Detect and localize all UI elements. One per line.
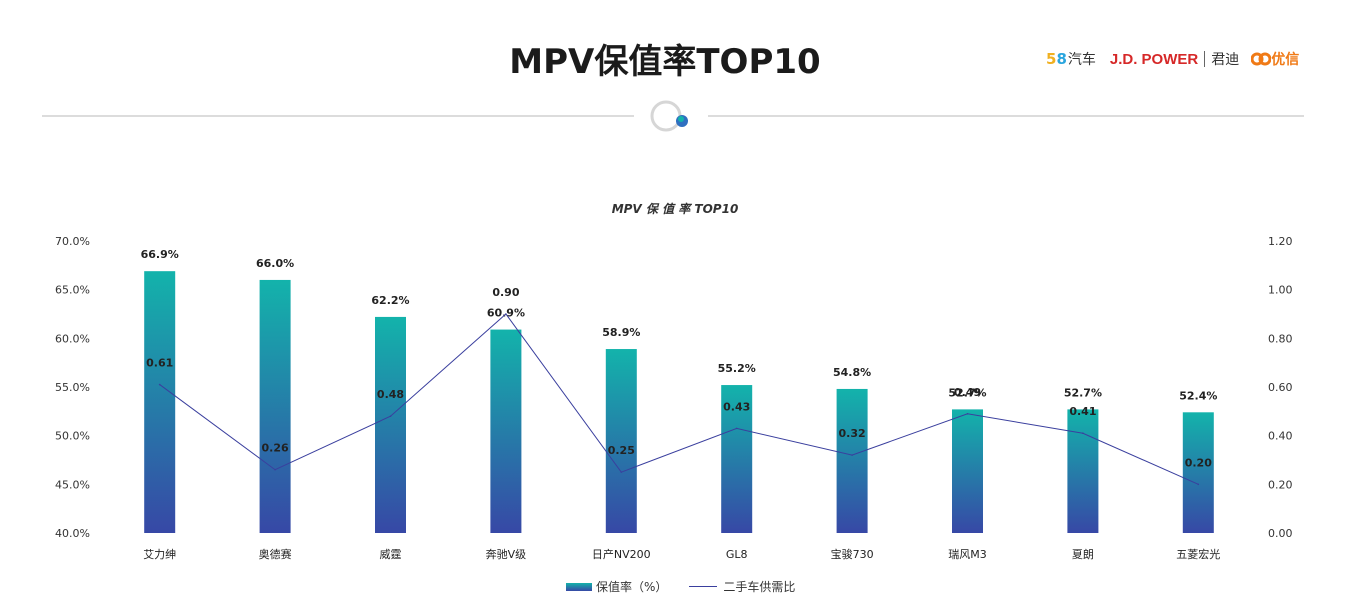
bar-value-label: 66.0% — [256, 257, 294, 270]
x-tick-label: 日产NV200 — [592, 547, 651, 561]
bar-value-label: 58.9% — [602, 326, 640, 339]
y-right-tick-label: 0.20 — [1268, 478, 1293, 491]
x-tick-label: 瑞风M3 — [948, 547, 987, 561]
line-value-label: 0.26 — [262, 442, 289, 455]
y-left-tick-label: 50.0% — [55, 430, 90, 443]
line-point — [851, 454, 853, 456]
bar — [836, 388, 868, 533]
line-point — [158, 383, 161, 386]
line-point — [274, 468, 276, 471]
legend: 保值率（%） 二手车供需比 — [566, 578, 795, 595]
divider-ornament-icon — [650, 100, 688, 132]
logo-separator — [1204, 51, 1206, 67]
bar-value-label: 52.7% — [948, 386, 986, 399]
y-left-tick-label: 55.0% — [55, 381, 90, 394]
line-point — [1197, 483, 1200, 486]
line-value-label: 0.48 — [377, 388, 404, 401]
line-point — [505, 313, 507, 315]
logo-jd-power: J.D. POWER — [1109, 50, 1199, 68]
chart-title: MPV 保 值 率 TOP10 — [611, 202, 739, 216]
logo-jundi: 君迪 — [1211, 52, 1240, 68]
bar — [1067, 409, 1099, 533]
x-tick-label: 夏朗 — [1072, 548, 1094, 561]
bar — [144, 271, 176, 533]
y-left-tick-label: 65.0% — [55, 284, 90, 297]
bar-value-label: 52.4% — [1179, 389, 1217, 402]
bar-value-labels: 66.9% 66.0% 62.2% 60.9% 58.9% 55.2% 54.8% 52.7%… — [141, 248, 1218, 402]
bar-value-label: 62.2% — [371, 294, 409, 307]
youxin-logo-icon — [1251, 52, 1272, 66]
x-tick-label: 艾力绅 — [143, 548, 176, 561]
logo-58-five: 5 — [1046, 50, 1057, 68]
bar — [490, 329, 522, 533]
line-point — [620, 471, 623, 473]
bar-value-label: 66.9% — [141, 248, 179, 261]
legend-line-label: 二手车供需比 — [723, 580, 796, 594]
line-value-label: 0.43 — [723, 400, 750, 413]
x-axis-labels: 艾力绅 奥德赛 威霆 奔驰V级 日产NV200 GL8 宝骏730 瑞风M3 夏朗 五菱宏光 — [143, 547, 1220, 561]
y-axis-left: 40.0% 45.0% 50.0% 55.0% 60.0% 65.0% 70.0% — [55, 235, 90, 540]
page-title: MPV保值率TOP10 — [509, 42, 821, 82]
line-value-label: 0.20 — [1185, 456, 1212, 469]
line-value-labels: 0.61 0.26 0.48 0.90 0.25 0.43 0.32 0.49 0.41 0.20 — [146, 286, 1212, 469]
header-divider-left — [42, 115, 634, 117]
x-tick-label: 奔驰V级 — [486, 547, 527, 561]
bar — [259, 279, 291, 533]
y-left-tick-label: 60.0% — [55, 332, 90, 345]
y-right-tick-label: 0.40 — [1268, 430, 1293, 443]
bar — [721, 385, 753, 533]
bar — [1182, 412, 1214, 533]
line-value-label: 0.41 — [1069, 405, 1096, 418]
line-value-label: 0.90 — [492, 286, 519, 299]
line-value-label: 0.49 — [954, 386, 981, 399]
x-tick-label: 奥德赛 — [259, 547, 292, 561]
logo-58-text: 汽车 — [1067, 52, 1096, 68]
line-point — [966, 412, 969, 415]
y-axis-right: 0.00 0.20 0.40 0.60 0.80 1.00 1.20 — [1268, 235, 1293, 540]
y-right-tick-label: 0.80 — [1268, 332, 1293, 345]
bar — [952, 409, 983, 533]
line-value-label: 0.32 — [839, 427, 866, 440]
x-tick-label: 宝骏730 — [831, 547, 874, 561]
bar — [605, 349, 637, 533]
y-right-tick-label: 1.20 — [1268, 235, 1293, 248]
y-right-tick-label: 1.00 — [1268, 284, 1293, 297]
bar-series — [144, 271, 1214, 533]
x-tick-label: 威霆 — [380, 548, 402, 561]
partner-logos: 5 8 汽车 J.D. POWER 君迪 优信 — [1046, 48, 1299, 70]
logo-58-auto: 5 8 汽车 — [1046, 49, 1096, 69]
logo-youxin-text: 优信 — [1271, 52, 1300, 68]
line-point — [735, 427, 738, 430]
legend-line-swatch — [689, 586, 718, 587]
y-left-tick-label: 70.0% — [55, 235, 90, 248]
y-right-tick-label: 0.00 — [1268, 527, 1293, 540]
bar-value-label: 52.7% — [1064, 386, 1102, 399]
logo-58-eight: 8 — [1056, 50, 1067, 68]
legend-bar-swatch — [566, 582, 592, 591]
y-left-tick-label: 45.0% — [55, 478, 90, 491]
line-series — [158, 313, 1200, 486]
bar-value-label: 54.8% — [833, 366, 871, 379]
bar-value-label: 60.9% — [487, 307, 525, 320]
line-path — [159, 313, 1199, 485]
logo-youxin: 优信 — [1251, 49, 1299, 69]
y-left-tick-label: 40.0% — [55, 527, 90, 540]
bar — [375, 316, 406, 533]
bar-value-label: 55.2% — [718, 362, 756, 375]
line-point — [389, 415, 392, 418]
line-value-label: 0.61 — [146, 357, 173, 370]
legend-bar-label: 保值率（%） — [596, 580, 668, 594]
x-tick-label: 五菱宏光 — [1176, 547, 1220, 561]
y-right-tick-label: 0.60 — [1268, 381, 1293, 394]
line-point — [1082, 432, 1084, 435]
x-tick-label: GL8 — [726, 548, 748, 561]
line-value-label: 0.25 — [608, 444, 635, 457]
header-divider-right — [708, 115, 1304, 117]
